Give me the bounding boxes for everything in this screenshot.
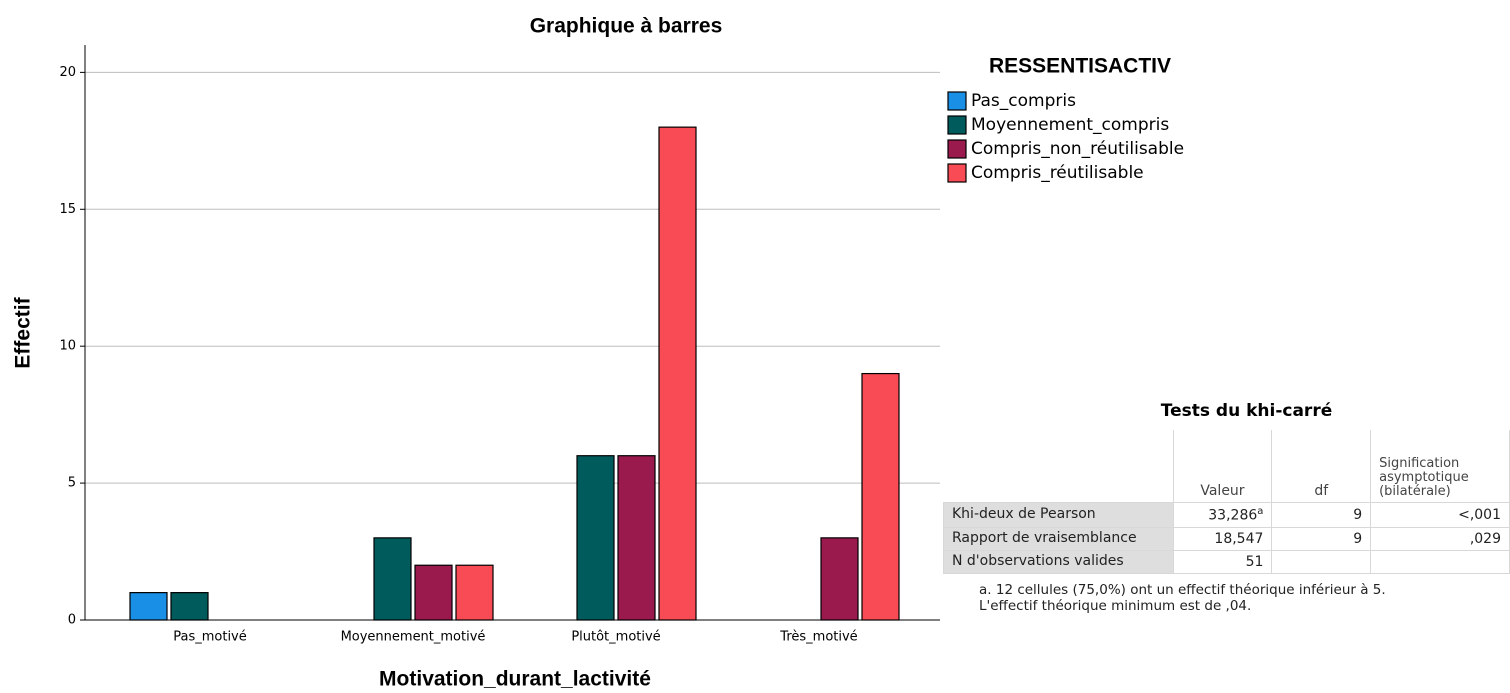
bar [861,372,900,621]
table-row: N d'observations valides 51 [943,549,1510,574]
table-row: Rapport de vraisemblance 18,547 9,029 [943,526,1510,551]
legend-title: RESSENTISACTIV [989,55,1171,78]
chi-square-table: Tests du khi-carré Valeur df Signification… [943,392,1510,614]
bar [576,455,615,621]
legend-swatch [947,139,967,159]
bar [414,564,453,621]
cell: 51 [1172,549,1273,574]
y-tick-label: 10 [59,339,76,354]
corner-cell [943,430,1174,503]
x-tick-label: Très_motivé [779,630,857,645]
cell: 9 [1271,502,1372,528]
legend-swatch [947,91,967,111]
y-tick-label: 0 [68,613,76,628]
table: Valeur df Signification asymptotique (bila… [943,430,1510,574]
row-header: N d'observations valides [943,549,1174,574]
x-tick-label: Plutôt_motivé [571,630,660,645]
y-tick-label: 20 [59,65,76,80]
legend-label: Compris_non_réutilisable [971,139,1184,159]
cell: <,001 [1370,502,1510,528]
y-axis-label: Effectif [12,296,35,368]
y-tick-label: 5 [68,476,76,491]
x-tick-label: Moyennement_motivé [341,630,486,645]
legend-label: Pas_compris [971,91,1076,111]
cell [1271,549,1372,574]
footnote: a. 12 cellules (75,0%) ont un effectif t… [979,581,1386,614]
bar [820,537,859,621]
bar [129,592,168,621]
bar [617,455,656,621]
legend-label: Moyennement_compris [971,115,1169,135]
bar [658,126,697,621]
table-title: Tests du khi-carré [1160,401,1333,421]
column-header: df [1271,430,1372,503]
x-axis-label: Motivation_durant_lactivité [379,668,651,691]
legend-swatch [947,115,967,135]
y-tick-label: 15 [59,202,76,217]
chart-title: Graphique à barres [530,15,723,38]
cell: 18,547 [1172,526,1273,551]
cell [1370,549,1510,574]
cell: ,029 [1370,526,1510,551]
legend-label: Compris_réutilisable [971,163,1144,183]
footnote-marker: a [1257,506,1264,517]
legend: RESSENTISACTIV Pas_compris Moyennement_co… [947,55,1184,183]
cell: 33,286a [1172,502,1273,528]
column-header: Signification asymptotique (bilatérale) [1370,430,1510,503]
bar [455,564,494,621]
table-row: Khi-deux de Pearson 33,286a 9 <,001 [943,502,1510,528]
column-header: Valeur [1172,430,1273,503]
bar [373,537,412,621]
legend-swatch [947,163,967,183]
header-row: Valeur df Signification asymptotique (bila… [943,430,1510,503]
row-header: Rapport de vraisemblance [943,526,1174,551]
row-header: Khi-deux de Pearson [943,502,1174,528]
chart: Graphique à barres Effectif Motivation_d… [12,15,940,691]
cell: 9 [1271,526,1372,551]
bar [170,592,209,621]
x-tick-label: Pas_motivé [173,630,247,645]
